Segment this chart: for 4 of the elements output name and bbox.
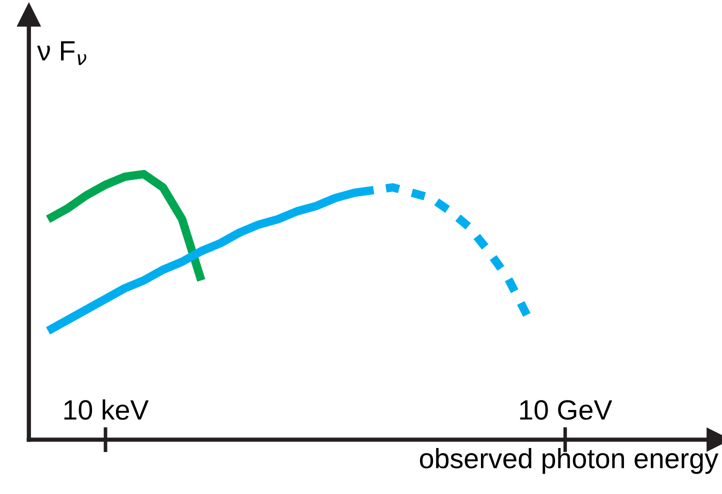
- y-axis-title: ν F$_{ν}$: [37, 41, 86, 65]
- x-tick-label: 10 keV: [64, 399, 149, 420]
- x-axis-title: observed photon energy: [420, 448, 718, 474]
- x-tick-label: 10 GeV: [520, 400, 612, 420]
